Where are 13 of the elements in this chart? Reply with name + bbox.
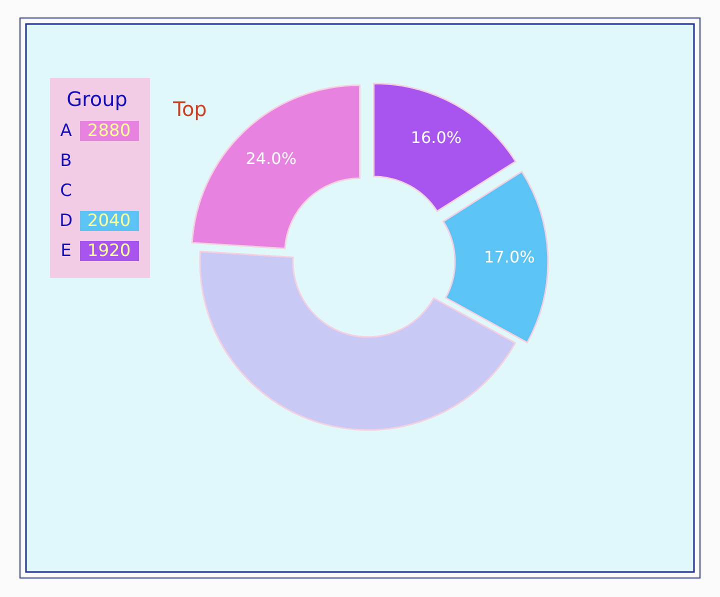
- legend-label: D: [59, 211, 73, 231]
- data-label: 16.0%: [410, 128, 462, 148]
- text: 2040: [87, 211, 131, 231]
- text: 1920: [87, 241, 131, 261]
- category-label: B: [60, 151, 72, 171]
- legend-label: A: [60, 121, 72, 141]
- data-label: 17.0%: [484, 248, 535, 267]
- text: 2880: [87, 121, 131, 141]
- text: Top: [172, 97, 207, 121]
- data-label: 24.0%: [246, 148, 297, 168]
- legend-label: E: [60, 241, 72, 261]
- category-label: C: [60, 181, 72, 201]
- legend-title: Group: [66, 87, 128, 111]
